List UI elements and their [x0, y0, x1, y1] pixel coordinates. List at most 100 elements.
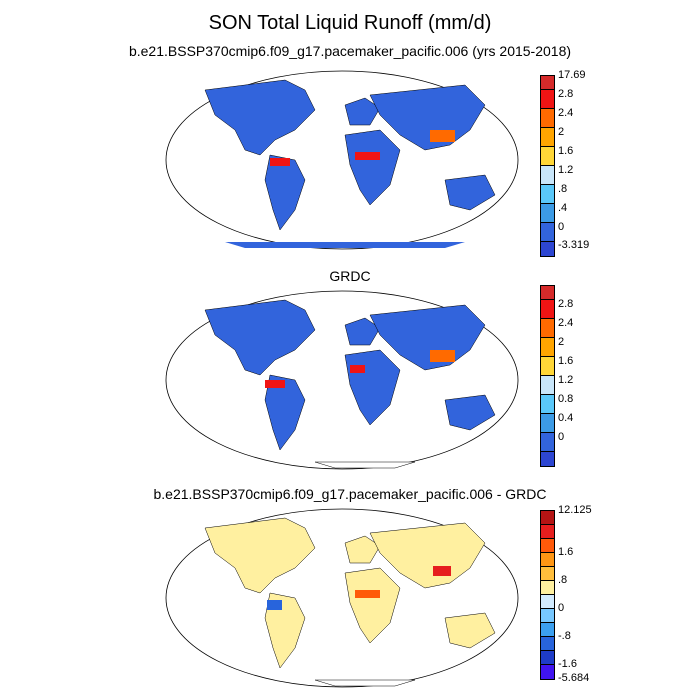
panel-1-colorbar — [540, 75, 555, 257]
panel-3-colorbar — [540, 510, 555, 680]
panel-3-landmasses — [204, 517, 496, 687]
panel-1-colorbar-bin — [541, 128, 554, 147]
panel-1-colorbar-label: 2.4 — [558, 107, 574, 119]
panel-1-colorbar-bin — [541, 204, 554, 223]
panel-3-colorbar-label: -1.6 — [558, 658, 577, 670]
panel-3-colorbar-label: -5.684 — [558, 672, 590, 684]
amazon-anomaly — [267, 600, 282, 610]
panel-1-colorbar-bin — [541, 147, 554, 166]
west-africa-hotspot — [350, 365, 365, 373]
europe — [344, 317, 381, 346]
panel-3-colorbar-bin — [541, 609, 554, 623]
panel-3-colorbar-bin — [541, 567, 554, 581]
figure-title: SON Total Liquid Runoff (mm/d) — [208, 12, 492, 34]
central-africa-hotspot — [355, 152, 380, 160]
panel-3-subtitle: b.e21.BSSP370cmip6.f09_g17.pacemaker_pac… — [153, 486, 547, 502]
panel-1-landmasses — [204, 79, 496, 248]
panel-3-colorbar-label: 1.6 — [558, 546, 574, 558]
panel-1-colorbar-label: -3.319 — [558, 239, 590, 251]
panel-3-colorbar-bin — [541, 595, 554, 609]
panel-2-colorbar-bin — [541, 319, 554, 338]
panel-3-colorbar-bin — [541, 623, 554, 637]
panel-1-subtitle: b.e21.BSSP370cmip6.f09_g17.pacemaker_pac… — [128, 43, 572, 59]
panel-3-colorbar-bin — [541, 553, 554, 567]
panel-2-map — [165, 290, 520, 470]
panel-1-colorbar-labels: 17.69 2.8 2.4 2 1.6 1.2 .8 .4 0 -3.319 — [558, 69, 618, 251]
panel-2-colorbar-label: 0.8 — [558, 393, 574, 405]
panel-2-colorbar-label: 2 — [558, 336, 565, 348]
panel-2-colorbar-bin — [541, 338, 554, 357]
panel-3-colorbar-bin — [541, 525, 554, 539]
panel-1-colorbar-bin — [541, 185, 554, 204]
panel-3-colorbar-bin — [541, 665, 554, 679]
north-america — [204, 517, 316, 594]
south-america — [264, 592, 306, 669]
panel-2-colorbar-label: 1.6 — [558, 355, 574, 367]
panel-2-subtitle: GRDC — [329, 268, 371, 284]
south-asia-anomaly — [433, 566, 451, 576]
australia — [444, 174, 496, 211]
amazon-hotspot — [265, 380, 285, 388]
north-america — [204, 79, 316, 156]
panel-2-colorbar-label: 2.4 — [558, 317, 574, 329]
panel-1-colorbar-label: 1.6 — [558, 145, 574, 157]
panel-3-colorbar-label: 0 — [558, 602, 565, 614]
panel-3-colorbar-label: -.8 — [558, 630, 571, 642]
asia — [369, 304, 486, 371]
north-america — [204, 299, 316, 376]
panel-2-colorbar-label: 0.4 — [558, 412, 574, 424]
south-america — [264, 374, 306, 451]
panel-2-colorbar — [540, 285, 555, 467]
panel-1-map — [165, 70, 520, 250]
antarctica — [314, 461, 416, 469]
panel-2-map-svg — [165, 290, 519, 470]
panel-2-colorbar-label: 2.8 — [558, 298, 574, 310]
antarctica — [225, 242, 465, 248]
panel-2-colorbar-bin — [541, 286, 554, 300]
south-asia-hotspot — [430, 130, 455, 142]
panel-1-colorbar-label: 2.8 — [558, 88, 574, 100]
panel-1-colorbar-label: 1.2 — [558, 164, 574, 176]
africa — [344, 567, 401, 644]
south-asia-hotspot — [430, 350, 455, 362]
panel-2-colorbar-bin — [541, 433, 554, 452]
panel-2-colorbar-bin — [541, 300, 554, 319]
asia — [369, 522, 486, 589]
panel-1-colorbar-label: 17.69 — [558, 69, 586, 81]
africa — [344, 129, 401, 206]
australia — [444, 394, 496, 431]
antarctica — [314, 679, 416, 687]
panel-1-map-svg — [165, 70, 519, 250]
panel-3-map — [165, 508, 520, 688]
australia — [444, 612, 496, 649]
panel-2-colorbar-bin — [541, 452, 554, 466]
panel-3-colorbar-bin — [541, 511, 554, 525]
panel-1-colorbar-bin — [541, 166, 554, 185]
panel-1-colorbar-label: 2 — [558, 126, 565, 138]
panel-1-colorbar-label: .8 — [558, 183, 568, 195]
panel-1-colorbar-label: .4 — [558, 202, 568, 214]
central-africa-anomaly — [355, 590, 380, 598]
amazon-hotspot — [270, 158, 290, 166]
panel-1-colorbar-bin — [541, 109, 554, 128]
panel-3-colorbar-label: .8 — [558, 574, 568, 586]
panel-3-map-svg — [165, 508, 519, 688]
south-america — [264, 154, 306, 231]
panel-2-colorbar-label: 0 — [558, 431, 565, 443]
panel-3-colorbar-bin — [541, 637, 554, 651]
panel-1-colorbar-bin — [541, 223, 554, 242]
panel-1-colorbar-bin — [541, 90, 554, 109]
panel-1-colorbar-bin — [541, 242, 554, 256]
panel-3-colorbar-bin — [541, 581, 554, 595]
asia — [369, 84, 486, 151]
panel-2-colorbar-bin — [541, 414, 554, 433]
panel-2-colorbar-bin — [541, 357, 554, 376]
panel-3-colorbar-bin — [541, 539, 554, 553]
europe — [344, 535, 381, 564]
panel-3-colorbar-bin — [541, 651, 554, 665]
panel-2-colorbar-bin — [541, 395, 554, 414]
panel-2-landmasses — [204, 299, 496, 469]
panel-2-colorbar-labels: 2.8 2.4 2 1.6 1.2 0.8 0.4 0 — [558, 285, 618, 455]
panel-3-colorbar-label: 12.125 — [558, 504, 592, 516]
panel-1-colorbar-label: 0 — [558, 221, 565, 233]
